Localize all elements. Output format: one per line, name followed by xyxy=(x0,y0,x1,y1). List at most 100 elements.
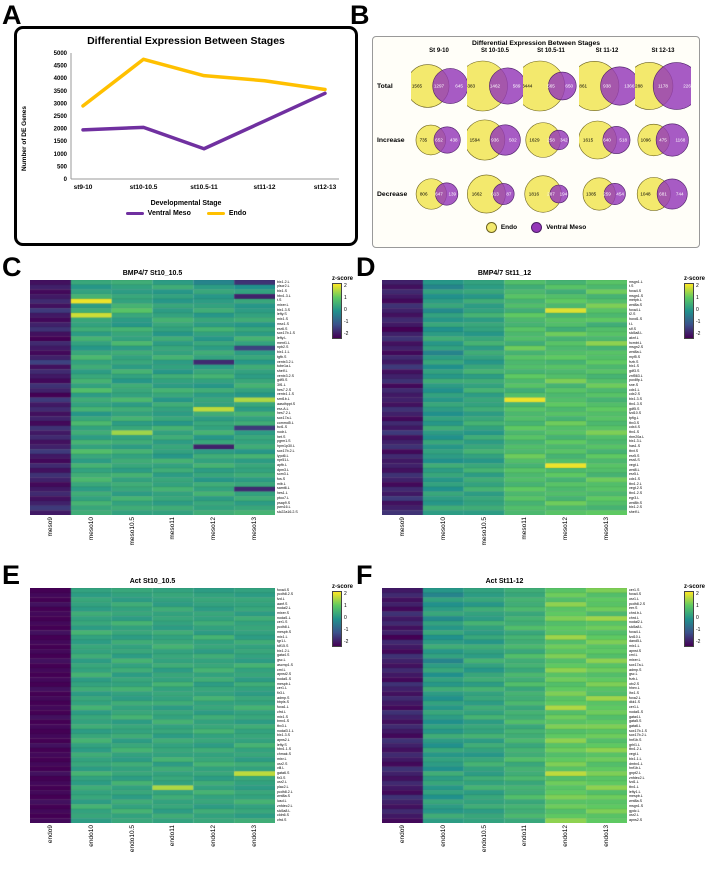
gene-label: mixer.L xyxy=(277,303,289,308)
gene-label: tgfb.S xyxy=(277,354,287,359)
svg-text:938: 938 xyxy=(603,84,611,89)
sample-column-label: endo12 xyxy=(210,825,218,847)
sample-column-labels: endo9 endo10 endo10.5 endo11 endo12 endo13 xyxy=(382,825,627,873)
gene-label: vegt.L xyxy=(629,462,639,467)
gene-label: ventx3.2.L xyxy=(277,359,294,364)
gene-label: tbx3.S xyxy=(629,420,640,425)
venn-row-label: Increase xyxy=(377,136,405,144)
venn-grid: St 9-10 St 10-10.5 St 10.5-11 St 11-12 S… xyxy=(375,48,697,221)
gene-label: tbxt.S xyxy=(629,448,639,453)
gene-label: npr51.L xyxy=(277,458,290,463)
svg-text:2264: 2264 xyxy=(683,84,691,89)
gene-label: bix1.3.S xyxy=(277,733,290,738)
svg-text:3444: 3444 xyxy=(523,84,533,89)
colorbar-tick: -2 xyxy=(344,639,349,645)
venn-diagram: 806 647 139 xyxy=(415,178,459,210)
gene-label: foxa4.L xyxy=(629,629,641,634)
heatmap-canvas xyxy=(382,588,627,823)
gene-label: mespb.S xyxy=(277,629,292,634)
gene-label: bbpls.S xyxy=(277,700,289,705)
gene-label: chrd.L xyxy=(629,615,639,620)
gene-label: msx1.S xyxy=(277,321,289,326)
svg-text:1662: 1662 xyxy=(472,192,483,197)
gene-label: ptoo7.L xyxy=(277,495,289,500)
colorbar-tick: 1 xyxy=(344,603,347,609)
venn-diagram: 1629 258 342 xyxy=(525,122,569,158)
gene-label: otx2.S xyxy=(629,681,640,686)
gene-label: ascmp1.S xyxy=(277,662,293,667)
line-chart: 0 500 1000 1500 2000 2500 3000 3500 4000 4500 5000… xyxy=(54,51,339,191)
gene-label: smt1b.L xyxy=(277,397,290,402)
y-axis-label: Number of DE Genes xyxy=(21,105,28,171)
panel-b-venn-table: Differential Expression Between Stages S… xyxy=(372,36,700,248)
gene-label: esr-A.L xyxy=(277,406,289,411)
sample-column-label: meso10.5 xyxy=(128,517,136,546)
endo-line-swatch xyxy=(206,211,225,216)
svg-text:1816: 1816 xyxy=(529,192,540,197)
gene-label: fir3.L xyxy=(277,691,285,696)
svg-text:1594: 1594 xyxy=(470,138,481,143)
gene-label: znf563.L xyxy=(629,373,643,378)
venn-diagram: 1662 613 87 xyxy=(467,174,515,214)
gene-label: bix1.2.L xyxy=(277,648,290,653)
gene-label: tgr1.L xyxy=(277,639,287,644)
gene-label: foxa4.S xyxy=(629,288,642,293)
sample-column-label: endo9 xyxy=(46,825,54,844)
gene-label: fzd1.L xyxy=(629,780,639,785)
colorbar-tick: -1 xyxy=(344,627,349,633)
sample-column-label: endo11 xyxy=(169,825,177,847)
gene-label: bix1.1.L xyxy=(277,350,290,355)
gene-label: psap9.S xyxy=(277,500,291,505)
gene-label: osr2.L xyxy=(629,813,639,818)
gene-label: cer1.L xyxy=(277,686,287,691)
legend-item-ventral-meso: Ventral Meso xyxy=(125,210,191,217)
gene-label: hpm1p30.L xyxy=(277,444,295,449)
gene-label: tbx3.L xyxy=(277,723,287,728)
svg-text:475: 475 xyxy=(659,138,667,143)
svg-text:1168: 1168 xyxy=(675,138,685,143)
stage-column-header: St 9-10 xyxy=(429,48,449,54)
heatmap-title: BMP4/7 St11_12 xyxy=(477,270,532,277)
svg-text:1385: 1385 xyxy=(586,192,597,197)
svg-text:1462: 1462 xyxy=(490,84,501,89)
gene-label-column: foxa4.S pcdh8.2.S fzd.L aanf.S nodal2.L mixer… xyxy=(277,588,329,823)
panel-letter-a: A xyxy=(2,0,22,30)
heatmap-title: Act St11-12 xyxy=(485,578,524,585)
colorbar-tick: 1 xyxy=(696,603,699,609)
stage-column-header: St 10-10.5 xyxy=(480,48,510,54)
gene-label: sox17a.L xyxy=(277,415,292,420)
gene-label: apns2.S xyxy=(629,818,643,822)
venn-diagram: 1385 259 454 xyxy=(582,177,626,211)
gene-label: slc5a8.L xyxy=(629,625,643,630)
gene-label: bct1.S xyxy=(277,425,288,430)
sample-column-label: meso9 xyxy=(398,517,406,537)
sample-column-label: endo13 xyxy=(251,825,259,847)
legend-label: Endo xyxy=(228,210,247,217)
gene-label: dmbx1.L xyxy=(629,761,643,766)
gene-label: hoxd1.S xyxy=(629,317,643,322)
gene-label: lypd6.L xyxy=(277,453,289,458)
sample-column-label: endo10.5 xyxy=(128,825,136,853)
gene-label: metpb.L xyxy=(629,298,642,303)
svg-text:1297: 1297 xyxy=(434,84,445,89)
svg-text:342: 342 xyxy=(560,138,568,143)
gene-label: gydc.L xyxy=(629,808,640,813)
svg-text:1000: 1000 xyxy=(54,152,68,158)
svg-text:1096: 1096 xyxy=(641,138,652,143)
gene-label: cer1.S xyxy=(277,620,288,625)
colorbar-gradient xyxy=(332,591,342,647)
gene-label: slc22a16.2.S xyxy=(277,510,298,514)
gene-label: nodal3.1.L xyxy=(277,728,294,733)
colorbar-tick: 2 xyxy=(696,591,699,597)
gene-label: nodal1.L xyxy=(277,615,291,620)
svg-text:652: 652 xyxy=(435,138,443,143)
svg-text:613: 613 xyxy=(491,192,499,197)
gene-label: cer1.S xyxy=(629,588,640,592)
gene-label: tbx1.3.S xyxy=(629,401,643,406)
stage-column-header: St 12-13 xyxy=(651,48,675,54)
gene-label: vill.L xyxy=(277,766,285,771)
gene-label: lefty1.L xyxy=(629,789,641,794)
panel-a-line-chart: Differential Expression Between Stages N… xyxy=(14,26,358,246)
gene-label: gdf5.S xyxy=(629,406,640,411)
